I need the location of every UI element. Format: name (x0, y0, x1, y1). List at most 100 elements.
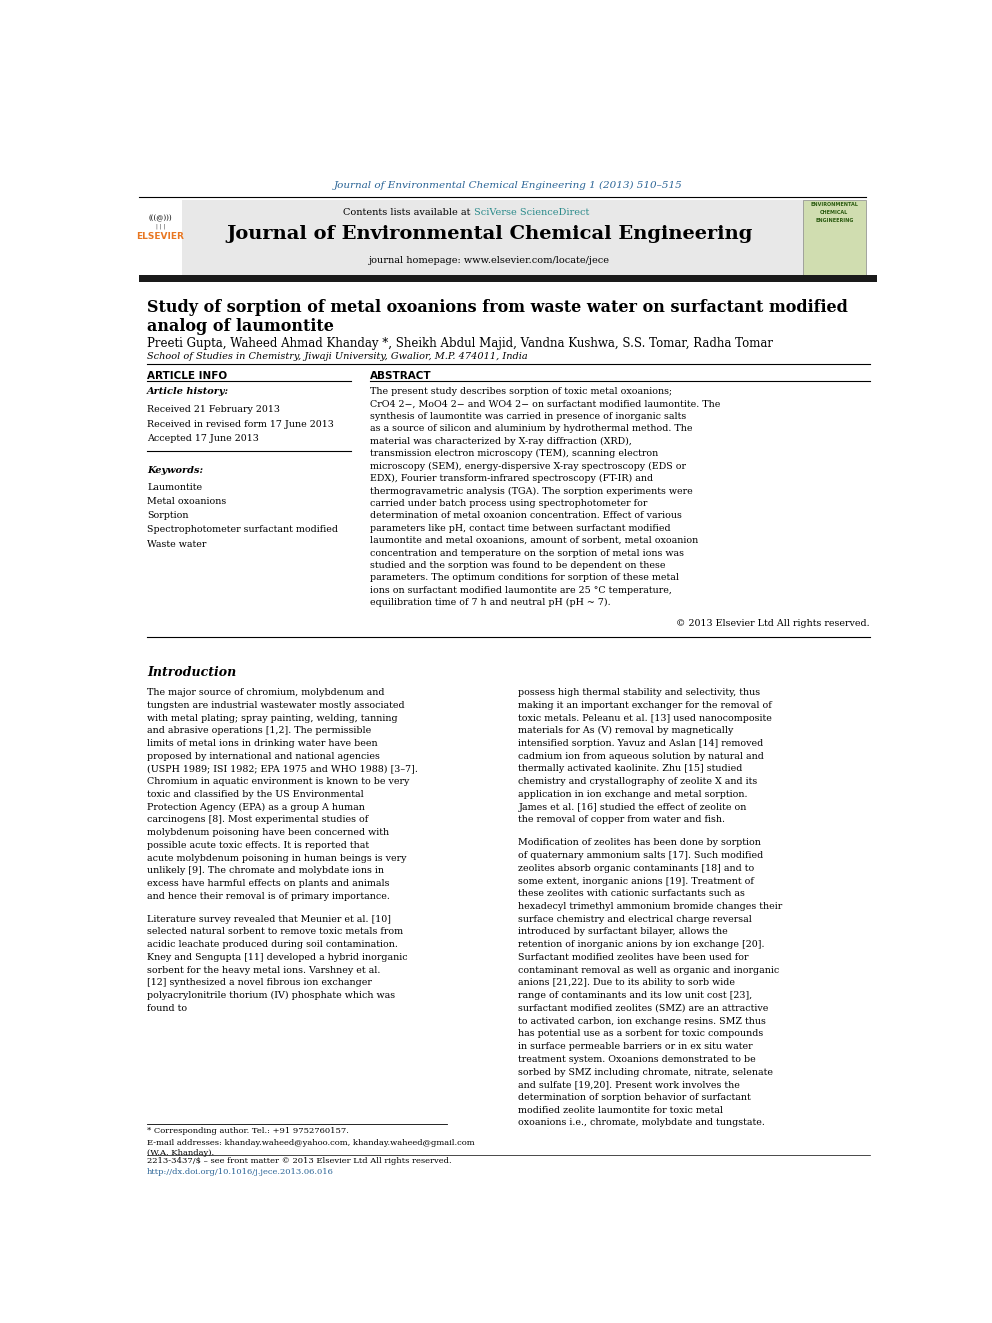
Text: molybdenum poisoning have been concerned with: molybdenum poisoning have been concerned… (147, 828, 389, 837)
Text: ARTICLE INFO: ARTICLE INFO (147, 370, 227, 381)
Text: concentration and temperature on the sorption of metal ions was: concentration and temperature on the sor… (370, 549, 684, 557)
Text: Sorption: Sorption (147, 511, 188, 520)
Text: sorbed by SMZ including chromate, nitrate, selenate: sorbed by SMZ including chromate, nitrat… (519, 1068, 774, 1077)
Text: ENGINEERING: ENGINEERING (815, 218, 853, 222)
Text: acidic leachate produced during soil contamination.: acidic leachate produced during soil con… (147, 941, 398, 949)
Text: http://dx.doi.org/10.1016/j.jece.2013.06.016: http://dx.doi.org/10.1016/j.jece.2013.06… (147, 1168, 334, 1176)
Text: thermally activated kaolinite. Zhu [15] studied: thermally activated kaolinite. Zhu [15] … (519, 765, 743, 774)
Text: has potential use as a sorbent for toxic compounds: has potential use as a sorbent for toxic… (519, 1029, 764, 1039)
Text: carried under batch process using spectrophotometer for: carried under batch process using spectr… (370, 499, 648, 508)
Text: | | |: | | | (156, 224, 165, 229)
Text: sorbent for the heavy metal ions. Varshney et al.: sorbent for the heavy metal ions. Varshn… (147, 966, 381, 975)
Text: ENVIRONMENTAL: ENVIRONMENTAL (810, 201, 858, 206)
Text: Modification of zeolites has been done by sorption: Modification of zeolites has been done b… (519, 839, 761, 847)
Text: making it an important exchanger for the removal of: making it an important exchanger for the… (519, 701, 772, 710)
Text: (USPH 1989; ISI 1982; EPA 1975 and WHO 1988) [3–7].: (USPH 1989; ISI 1982; EPA 1975 and WHO 1… (147, 765, 418, 774)
Text: in surface permeable barriers or in ex situ water: in surface permeable barriers or in ex s… (519, 1043, 753, 1050)
Text: Preeti Gupta, Waheed Ahmad Khanday *, Sheikh Abdul Majid, Vandna Kushwa, S.S. To: Preeti Gupta, Waheed Ahmad Khanday *, Sh… (147, 337, 773, 351)
Text: found to: found to (147, 1004, 187, 1013)
Text: Received 21 February 2013: Received 21 February 2013 (147, 405, 280, 414)
Text: transmission electron microscopy (TEM), scanning electron: transmission electron microscopy (TEM), … (370, 448, 659, 458)
Text: 2213-3437/$ – see front matter © 2013 Elsevier Ltd All rights reserved.: 2213-3437/$ – see front matter © 2013 El… (147, 1158, 451, 1166)
Text: thermogravametric analysis (TGA). The sorption experiments were: thermogravametric analysis (TGA). The so… (370, 487, 692, 496)
Text: * Corresponding author. Tel.: +91 9752760157.: * Corresponding author. Tel.: +91 975276… (147, 1127, 349, 1135)
Text: and sulfate [19,20]. Present work involves the: and sulfate [19,20]. Present work involv… (519, 1081, 740, 1089)
Text: Protection Agency (EPA) as a group A human: Protection Agency (EPA) as a group A hum… (147, 803, 365, 812)
Text: selected natural sorbent to remove toxic metals from: selected natural sorbent to remove toxic… (147, 927, 403, 937)
Text: excess have harmful effects on plants and animals: excess have harmful effects on plants an… (147, 878, 390, 888)
Text: analog of laumontite: analog of laumontite (147, 318, 334, 335)
Text: toxic and classified by the US Environmental: toxic and classified by the US Environme… (147, 790, 364, 799)
Text: of quaternary ammonium salts [17]. Such modified: of quaternary ammonium salts [17]. Such … (519, 851, 764, 860)
Text: EDX), Fourier transform-infrared spectroscopy (FT-IR) and: EDX), Fourier transform-infrared spectro… (370, 474, 653, 483)
Text: the removal of copper from water and fish.: the removal of copper from water and fis… (519, 815, 725, 824)
Text: Surfactant modified zeolites have been used for: Surfactant modified zeolites have been u… (519, 953, 749, 962)
Text: possible acute toxic effects. It is reported that: possible acute toxic effects. It is repo… (147, 841, 369, 849)
Text: surface chemistry and electrical charge reversal: surface chemistry and electrical charge … (519, 914, 752, 923)
Text: treatment system. Oxoanions demonstrated to be: treatment system. Oxoanions demonstrated… (519, 1054, 756, 1064)
Text: chemistry and crystallography of zeolite X and its: chemistry and crystallography of zeolite… (519, 777, 758, 786)
Text: Contents lists available at: Contents lists available at (343, 208, 474, 217)
Text: with metal plating; spray painting, welding, tanning: with metal plating; spray painting, weld… (147, 713, 398, 722)
Text: and abrasive operations [1,2]. The permissible: and abrasive operations [1,2]. The permi… (147, 726, 371, 736)
FancyBboxPatch shape (141, 212, 180, 261)
Text: and hence their removal is of primary importance.: and hence their removal is of primary im… (147, 892, 390, 901)
Text: Article history:: Article history: (147, 386, 229, 396)
Text: parameters. The optimum conditions for sorption of these metal: parameters. The optimum conditions for s… (370, 573, 679, 582)
Text: CHEMICAL: CHEMICAL (820, 209, 848, 214)
Text: microscopy (SEM), energy-dispersive X-ray spectroscopy (EDS or: microscopy (SEM), energy-dispersive X-ra… (370, 462, 686, 471)
FancyBboxPatch shape (139, 200, 182, 275)
Text: The present study describes sorption of toxic metal oxoanions;: The present study describes sorption of … (370, 386, 673, 396)
Text: Introduction: Introduction (147, 665, 236, 679)
Text: tungsten are industrial wastewater mostly associated: tungsten are industrial wastewater mostl… (147, 701, 405, 710)
Text: Chromium in aquatic environment is known to be very: Chromium in aquatic environment is known… (147, 777, 410, 786)
Text: School of Studies in Chemistry, Jiwaji University, Gwalior, M.P. 474011, India: School of Studies in Chemistry, Jiwaji U… (147, 352, 528, 361)
Text: hexadecyl trimethyl ammonium bromide changes their: hexadecyl trimethyl ammonium bromide cha… (519, 902, 783, 912)
Text: ions on surfactant modified laumontite are 25 °C temperature,: ions on surfactant modified laumontite a… (370, 586, 672, 595)
FancyBboxPatch shape (178, 200, 805, 275)
Text: Kney and Sengupta [11] developed a hybrid inorganic: Kney and Sengupta [11] developed a hybri… (147, 953, 408, 962)
Text: Journal of Environmental Chemical Engineering: Journal of Environmental Chemical Engine… (226, 225, 752, 243)
Text: Study of sorption of metal oxoanions from waste water on surfactant modified: Study of sorption of metal oxoanions fro… (147, 299, 848, 316)
Text: limits of metal ions in drinking water have been: limits of metal ions in drinking water h… (147, 740, 378, 747)
Text: intensified sorption. Yavuz and Aslan [14] removed: intensified sorption. Yavuz and Aslan [1… (519, 740, 764, 747)
Text: Keywords:: Keywords: (147, 467, 203, 475)
Text: (((@))): (((@))) (149, 214, 172, 222)
FancyBboxPatch shape (803, 200, 866, 275)
Text: material was characterized by X-ray diffraction (XRD),: material was characterized by X-ray diff… (370, 437, 632, 446)
Text: parameters like pH, contact time between surfactant modified: parameters like pH, contact time between… (370, 524, 671, 533)
Text: synthesis of laumontite was carried in presence of inorganic salts: synthesis of laumontite was carried in p… (370, 411, 686, 421)
Text: [12] synthesized a novel fibrous ion exchanger: [12] synthesized a novel fibrous ion exc… (147, 979, 372, 987)
Text: Spectrophotometer surfactant modified: Spectrophotometer surfactant modified (147, 525, 338, 534)
Text: toxic metals. Peleanu et al. [13] used nanocomposite: toxic metals. Peleanu et al. [13] used n… (519, 713, 772, 722)
Text: these zeolites with cationic surfactants such as: these zeolites with cationic surfactants… (519, 889, 745, 898)
Text: © 2013 Elsevier Ltd All rights reserved.: © 2013 Elsevier Ltd All rights reserved. (677, 619, 870, 628)
Text: carcinogens [8]. Most experimental studies of: carcinogens [8]. Most experimental studi… (147, 815, 368, 824)
Text: SciVerse ScienceDirect: SciVerse ScienceDirect (474, 208, 589, 217)
Text: laumontite and metal oxoanions, amount of sorbent, metal oxoanion: laumontite and metal oxoanions, amount o… (370, 536, 698, 545)
Text: Laumontite: Laumontite (147, 483, 202, 492)
FancyBboxPatch shape (139, 275, 878, 282)
Text: equilibration time of 7 h and neutral pH (pH ~ 7).: equilibration time of 7 h and neutral pH… (370, 598, 611, 607)
Text: possess high thermal stability and selectivity, thus: possess high thermal stability and selec… (519, 688, 761, 697)
Text: The major source of chromium, molybdenum and: The major source of chromium, molybdenum… (147, 688, 385, 697)
Text: E-mail addresses: khanday.waheed@yahoo.com, khanday.waheed@gmail.com: E-mail addresses: khanday.waheed@yahoo.c… (147, 1139, 475, 1147)
Text: application in ion exchange and metal sorption.: application in ion exchange and metal so… (519, 790, 748, 799)
Text: acute molybdenum poisoning in human beings is very: acute molybdenum poisoning in human bein… (147, 853, 407, 863)
Text: Metal oxoanions: Metal oxoanions (147, 497, 226, 505)
Text: modified zeolite laumontite for toxic metal: modified zeolite laumontite for toxic me… (519, 1106, 723, 1115)
Text: ELSEVIER: ELSEVIER (136, 232, 185, 241)
Text: Waste water: Waste water (147, 540, 206, 549)
Text: polyacrylonitrile thorium (IV) phosphate which was: polyacrylonitrile thorium (IV) phosphate… (147, 991, 395, 1000)
Text: Accepted 17 June 2013: Accepted 17 June 2013 (147, 434, 259, 443)
Text: Literature survey revealed that Meunier et al. [10]: Literature survey revealed that Meunier … (147, 914, 391, 923)
Text: James et al. [16] studied the effect of zeolite on: James et al. [16] studied the effect of … (519, 803, 747, 812)
Text: unlikely [9]. The chromate and molybdate ions in: unlikely [9]. The chromate and molybdate… (147, 867, 384, 876)
Text: Received in revised form 17 June 2013: Received in revised form 17 June 2013 (147, 419, 334, 429)
Text: some extent, inorganic anions [19]. Treatment of: some extent, inorganic anions [19]. Trea… (519, 877, 754, 885)
Text: materials for As (V) removal by magnetically: materials for As (V) removal by magnetic… (519, 726, 734, 736)
Text: range of contaminants and its low unit cost [23],: range of contaminants and its low unit c… (519, 991, 753, 1000)
Text: Journal of Environmental Chemical Engineering 1 (2013) 510–515: Journal of Environmental Chemical Engine… (334, 181, 682, 191)
Text: journal homepage: www.elsevier.com/locate/jece: journal homepage: www.elsevier.com/locat… (369, 255, 610, 265)
Text: cadmium ion from aqueous solution by natural and: cadmium ion from aqueous solution by nat… (519, 751, 764, 761)
